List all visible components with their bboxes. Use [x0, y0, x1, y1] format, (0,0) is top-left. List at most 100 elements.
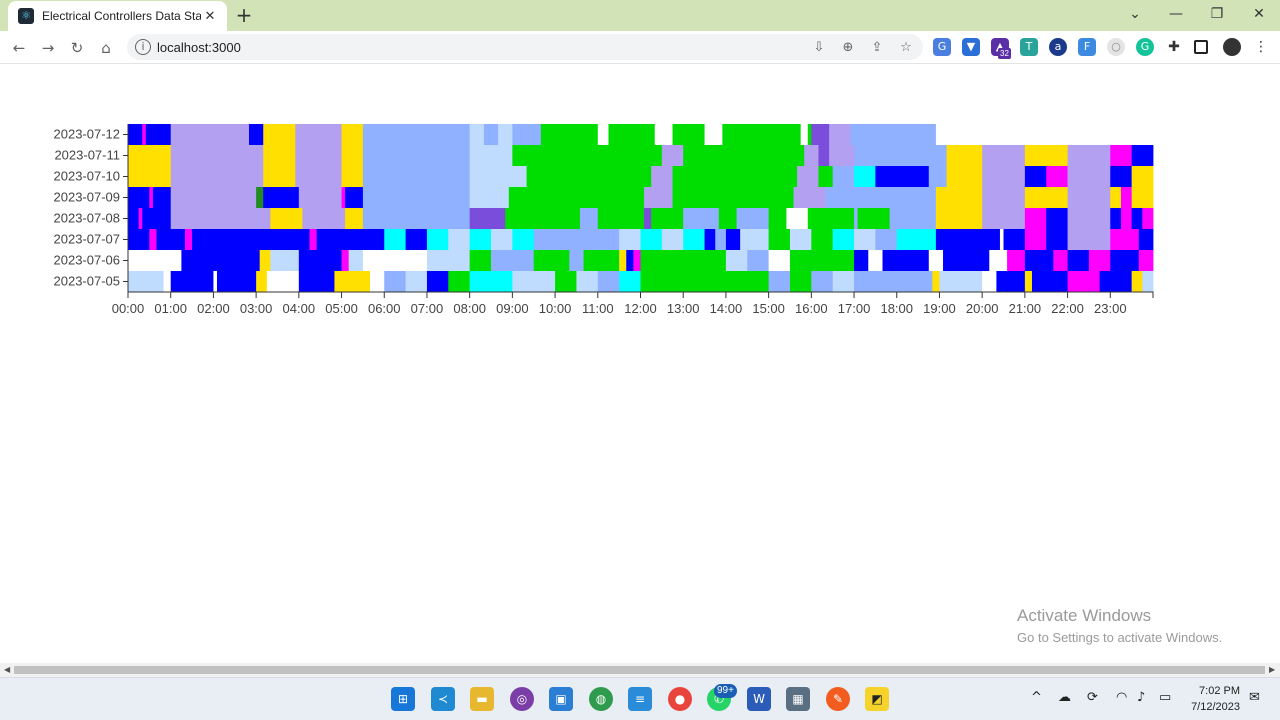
restore-button[interactable]: ❐	[1210, 6, 1224, 22]
reload-button[interactable]: ↻	[70, 39, 84, 57]
tab-search-icon[interactable]: ⌄	[1129, 6, 1141, 22]
heatmap-cell	[960, 208, 983, 229]
heatmap-cell	[999, 229, 1004, 250]
heatmap-cell	[832, 271, 855, 292]
heatmap-cell	[818, 145, 830, 166]
forward-button[interactable]: →	[41, 39, 55, 57]
install-app-icon[interactable]: ⇩	[813, 40, 825, 55]
vscode-icon[interactable]: ≺	[431, 687, 455, 711]
heatmap-cell	[263, 166, 296, 187]
heatmap-cell	[145, 124, 172, 145]
gray-extension-icon[interactable]: ○	[1107, 38, 1125, 56]
heatmap-cell	[868, 250, 883, 271]
horizontal-scrollbar[interactable]: ◀ ▶	[0, 663, 1280, 677]
menu-kebab-icon[interactable]: ⋮	[1254, 39, 1268, 55]
a-extension-icon[interactable]: a	[1049, 38, 1067, 56]
share-icon[interactable]: ⇪	[871, 40, 883, 55]
heatmap-cell	[184, 229, 193, 250]
heatmap-cell	[1138, 229, 1154, 250]
extensions-puzzle-icon[interactable]: ✚	[1168, 39, 1180, 55]
x-tick-label: 06:00	[368, 301, 401, 316]
heatmap-cell	[989, 250, 1008, 271]
heatmap-cell	[249, 124, 264, 145]
address-bar[interactable]: i localhost:3000 ⇩ ⊕ ⇪ ☆	[127, 34, 923, 60]
github-icon[interactable]: ◎	[510, 687, 534, 711]
notepad-icon[interactable]: ≡	[628, 687, 652, 711]
site-info-icon[interactable]: i	[135, 39, 151, 55]
heatmap-cell	[807, 208, 855, 229]
heatmap-cell	[789, 250, 855, 271]
sync-icon[interactable]: ⟳	[1087, 690, 1098, 705]
shield-extension-icon[interactable]: ▼	[962, 38, 980, 56]
start-windows-icon[interactable]: ⊞	[391, 687, 415, 711]
x-tick-label: 00:00	[112, 301, 145, 316]
heatmap-cell	[1142, 208, 1154, 229]
heatmap-cell	[170, 166, 264, 187]
heatmap-cell	[935, 187, 983, 208]
back-button[interactable]: ←	[12, 39, 26, 57]
new-tab-button[interactable]: +	[235, 3, 253, 27]
heatmap-cell	[640, 166, 652, 187]
heatmap-cell	[298, 187, 342, 208]
grammarly-extension-icon[interactable]: G	[1136, 38, 1154, 56]
heatmap-cell	[736, 208, 770, 229]
x-tick-label: 23:00	[1094, 301, 1127, 316]
heatmap-cell	[982, 271, 997, 292]
heatmap-cell	[170, 271, 214, 292]
x-tick-label: 01:00	[154, 301, 187, 316]
y-tick-label: 2023-07-05	[54, 274, 121, 289]
heatmap-cell	[672, 166, 798, 187]
scroll-left-icon[interactable]: ◀	[4, 665, 11, 674]
heatmap-cell	[722, 124, 802, 145]
heatmap-cell	[597, 271, 620, 292]
calculator-icon[interactable]: ▦	[786, 687, 810, 711]
scrollbar-thumb[interactable]	[14, 666, 1265, 674]
heatmap-cell	[1110, 166, 1133, 187]
globe-icon[interactable]: ◍	[589, 687, 613, 711]
heatmap-cell	[362, 208, 471, 229]
bookmark-star-icon[interactable]: ☆	[900, 40, 912, 55]
heatmap-cell	[341, 250, 350, 271]
shirt-extension-icon[interactable]: T	[1020, 38, 1038, 56]
side-panel-icon[interactable]	[1194, 40, 1208, 54]
heatmap-cell	[982, 187, 1026, 208]
heatmap-cell	[996, 271, 1026, 292]
volume-icon[interactable]: ♪	[1137, 690, 1146, 705]
chrome-icon[interactable]: ●	[668, 687, 692, 711]
browser-tab[interactable]: ⚛ Electrical Controllers Data Stat ✕	[8, 1, 227, 31]
heatmap-cell	[661, 145, 684, 166]
scroll-right-icon[interactable]: ▶	[1269, 665, 1276, 674]
heatmap-cell	[1110, 208, 1122, 229]
extension-badge: 32	[998, 48, 1011, 59]
show-hidden-icons-icon[interactable]: ^	[1031, 690, 1042, 705]
battery-icon[interactable]: ▭	[1159, 690, 1172, 705]
onedrive-cloud-icon[interactable]: ☁	[1058, 690, 1071, 705]
heatmap-cell	[1024, 166, 1047, 187]
translate-extension-icon[interactable]: G	[933, 38, 951, 56]
store-icon[interactable]: ▣	[549, 687, 573, 711]
word-icon[interactable]: W	[747, 687, 771, 711]
fi-extension-icon[interactable]: F	[1078, 38, 1096, 56]
heatmap-cell	[469, 166, 528, 187]
minimize-button[interactable]: —	[1169, 6, 1183, 22]
close-window-button[interactable]: ✕	[1253, 6, 1265, 22]
heatmap-cell	[651, 208, 684, 229]
heatmap-cell	[512, 124, 542, 145]
zoom-icon[interactable]: ⊕	[842, 40, 854, 55]
profile-avatar[interactable]	[1223, 38, 1241, 56]
file-explorer-icon[interactable]: ▬	[470, 687, 494, 711]
x-tick-label: 11:00	[582, 301, 614, 316]
close-tab-icon[interactable]: ✕	[204, 8, 216, 24]
address-bar-url[interactable]: localhost:3000	[157, 40, 241, 55]
x-tick-label: 03:00	[240, 301, 273, 316]
home-button[interactable]: ⌂	[101, 39, 111, 57]
postman-icon[interactable]: ✎	[826, 687, 850, 711]
x-tick-label: 14:00	[710, 301, 743, 316]
heatmap-cell	[405, 271, 428, 292]
taskbar-clock[interactable]: 7:02 PM 7/12/2023	[1184, 683, 1240, 715]
wifi-icon[interactable]: ◠	[1116, 690, 1128, 705]
sticky-notes-icon[interactable]: ◩	[865, 687, 889, 711]
notifications-icon[interactable]: ✉	[1249, 690, 1260, 705]
heatmap-cell	[405, 229, 428, 250]
x-tick-label: 12:00	[624, 301, 657, 316]
